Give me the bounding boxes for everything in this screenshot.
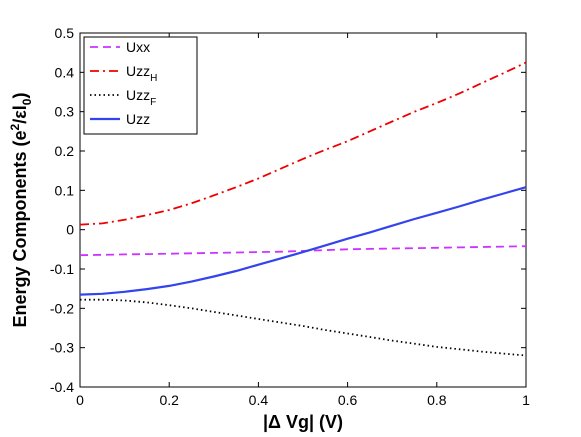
- x-tick-label: 0.8: [427, 392, 447, 408]
- legend-label: UzzH: [126, 63, 157, 84]
- y-label-part: /εl: [10, 105, 30, 124]
- y-tick-label: -0.1: [50, 261, 74, 277]
- y-label-part: ): [10, 93, 30, 99]
- y-tick-label: 0.1: [55, 182, 75, 198]
- y-tick-label: 0.4: [55, 64, 75, 80]
- y-label-sub: 0: [20, 98, 34, 105]
- y-tick-label: 0.5: [55, 25, 75, 41]
- x-tick-label: 0: [76, 392, 84, 408]
- x-tick-label: 0.2: [159, 392, 179, 408]
- y-axis-label: Energy Components (e2/εl0): [8, 93, 34, 328]
- y-label-sup: 2: [8, 123, 22, 130]
- axis-ticks: 0 0.2 0.4 0.6 0.8 1 -0.4 -0.3 -0.2 -0.1 0 0.1 0.2 0.3…: [50, 25, 530, 408]
- y-tick-label: 0.2: [55, 143, 75, 159]
- series-line-3: [79, 186, 527, 296]
- legend-label: Uzz: [126, 111, 150, 127]
- legend-label: Uxx: [126, 39, 150, 55]
- x-axis-label: |Δ Vg| (V): [263, 412, 343, 432]
- series-line-1: [79, 61, 527, 226]
- y-label-part: Energy Components (e: [10, 130, 30, 327]
- y-tick-label: 0: [66, 222, 74, 238]
- y-tick-label: -0.4: [50, 379, 74, 395]
- y-tick-label: -0.3: [50, 340, 74, 356]
- x-tick-label: 0.4: [249, 392, 269, 408]
- y-tick-label: 0.3: [55, 104, 75, 120]
- series-line-0: [79, 245, 527, 257]
- legend-box: [83, 36, 198, 135]
- x-tick-label: 1: [522, 392, 530, 408]
- legend-label: UzzF: [126, 87, 156, 108]
- series-lines: [79, 61, 527, 357]
- y-tick-label: -0.2: [50, 300, 74, 316]
- legend: Uxx UzzH UzzF Uzz: [83, 36, 198, 135]
- x-tick-label: 0.6: [338, 392, 358, 408]
